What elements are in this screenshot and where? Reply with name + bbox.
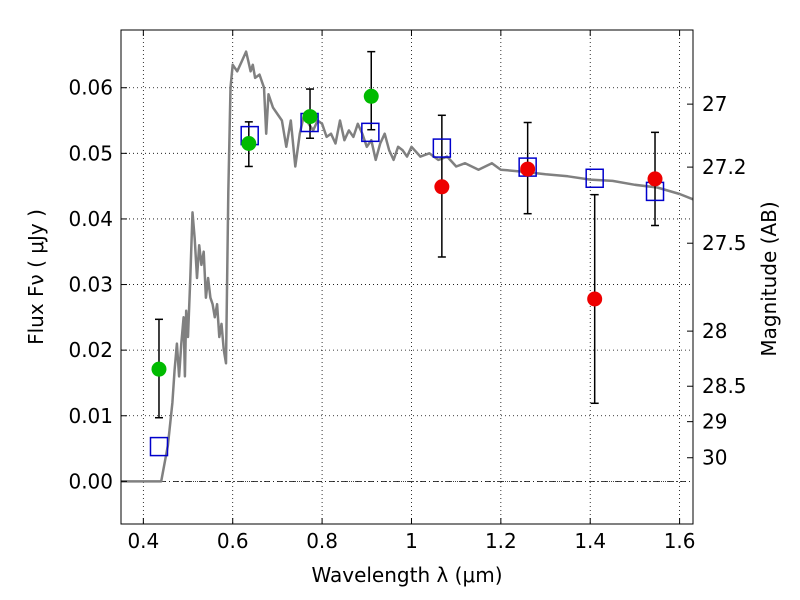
y-tick-label: 0.00 <box>68 469 113 493</box>
red-point-marker <box>520 161 536 177</box>
x-tick-label: 1.2 <box>485 529 517 553</box>
x-axis-label: Wavelength λ (μm) <box>311 563 502 587</box>
right-axis-label: Magnitude (AB) <box>757 201 781 356</box>
right-tick-label: 27.5 <box>702 231 747 255</box>
markers <box>149 88 665 457</box>
red-point-marker <box>647 171 663 187</box>
right-tick-label: 27.2 <box>702 155 747 179</box>
right-tick-label: 30 <box>702 446 727 470</box>
y-tick-label: 0.02 <box>68 338 113 362</box>
green-point-marker <box>151 361 167 377</box>
model-square-marker <box>149 436 169 457</box>
x-tick-label: 0.6 <box>217 529 249 553</box>
plot-background <box>121 30 693 524</box>
y-tick-label: 0.01 <box>68 404 113 428</box>
right-tick-label: 28.5 <box>702 374 747 398</box>
y-tick-label: 0.06 <box>68 76 113 100</box>
x-tick-label: 1 <box>405 529 418 553</box>
right-tick-label: 28 <box>702 319 727 343</box>
red-point-marker <box>434 179 450 195</box>
y-tick-label: 0.05 <box>68 141 113 165</box>
y-tick-label: 0.03 <box>68 273 113 297</box>
tick-labels: 0.4 0.6 0.8 1 1.2 1.4 1.6 0.00 0.01 0.02 0.03 0.04 0… <box>68 76 746 553</box>
right-tick-label: 27 <box>702 92 727 116</box>
model-square-marker <box>361 122 380 143</box>
ticks <box>121 30 693 524</box>
plot-frame <box>120 29 694 525</box>
green-point-marker <box>302 109 318 125</box>
x-tick-label: 0.8 <box>306 529 338 553</box>
x-tick-label: 1.4 <box>574 529 606 553</box>
green-point-marker <box>363 88 379 104</box>
x-tick-label: 1.6 <box>664 529 696 553</box>
red-point-marker <box>587 291 603 307</box>
model-square-marker <box>432 138 452 158</box>
green-point-marker <box>241 135 257 151</box>
y-tick-label: 0.04 <box>68 207 113 231</box>
y-axis-label: Flux Fν ( μJy ) <box>24 209 48 345</box>
x-tick-label: 0.4 <box>127 529 159 553</box>
grid <box>121 30 693 524</box>
model-square-marker <box>585 168 604 189</box>
right-tick-label: 29 <box>702 410 727 434</box>
